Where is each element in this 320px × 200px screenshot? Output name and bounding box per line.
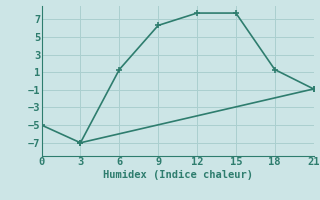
X-axis label: Humidex (Indice chaleur): Humidex (Indice chaleur) [103,170,252,180]
